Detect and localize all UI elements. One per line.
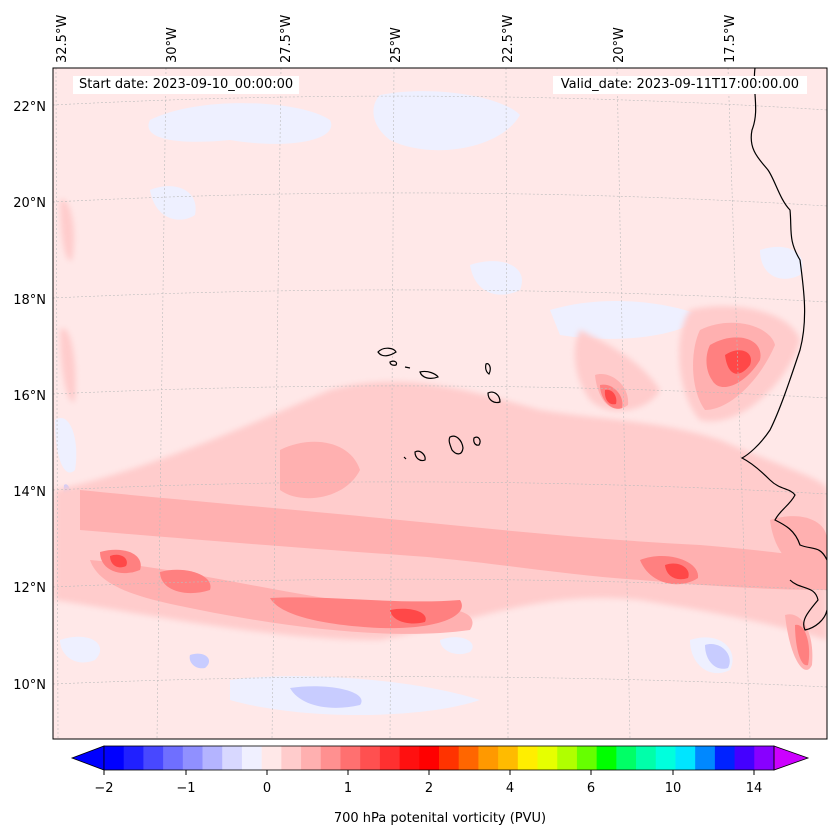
colorbar: −2 −1 0 1 2 4 6 10 14 700 hPa potenital … bbox=[70, 745, 810, 826]
colorbar-tick-label: 6 bbox=[587, 781, 595, 796]
colorbar-cell bbox=[675, 746, 696, 770]
colorbar-cell bbox=[439, 746, 460, 770]
colorbar-tick-label: 0 bbox=[263, 781, 271, 796]
valid-date-label: Valid_date: 2023-09-11T17:00:00.00 bbox=[552, 76, 807, 94]
colorbar-tick-label: 10 bbox=[665, 781, 682, 796]
colorbar-cell bbox=[281, 746, 302, 770]
pv-field bbox=[55, 91, 827, 715]
lat-label: 14°N bbox=[13, 485, 46, 500]
africa-coastline bbox=[740, 68, 827, 631]
latitude-labels: 22°N 20°N 18°N 16°N 14°N 12°N 10°N bbox=[13, 100, 46, 693]
colorbar-frame bbox=[103, 745, 775, 771]
lat-label: 10°N bbox=[13, 678, 46, 693]
colorbar-cell bbox=[123, 746, 144, 770]
lat-label: 16°N bbox=[13, 389, 46, 404]
colorbar-cell bbox=[182, 746, 203, 770]
colorbar-cell bbox=[695, 746, 716, 770]
colorbar-tick-label: 14 bbox=[746, 781, 763, 796]
colorbar-cell bbox=[616, 746, 637, 770]
colorbar-cell bbox=[714, 746, 735, 770]
lon-label: 30°W bbox=[165, 27, 180, 63]
colorbar-cell bbox=[754, 746, 775, 770]
map-frame bbox=[52, 67, 828, 740]
cape-verde-islands bbox=[377, 347, 501, 462]
negative-pv-patches bbox=[55, 91, 803, 715]
colorbar-cell bbox=[498, 746, 519, 770]
colorbar-cells bbox=[104, 746, 775, 770]
colorbar-over-arrow bbox=[773, 745, 810, 771]
colorbar-tick-label: 4 bbox=[506, 781, 514, 796]
colorbar-cell bbox=[419, 746, 440, 770]
colorbar-cell bbox=[399, 746, 420, 770]
colorbar-title: 700 hPa potenital vorticity (PVU) bbox=[334, 811, 546, 826]
colorbar-cell bbox=[163, 746, 184, 770]
colorbar-tick-label: 2 bbox=[425, 781, 433, 796]
lon-label: 32.5°W bbox=[55, 15, 70, 63]
lon-label: 20°W bbox=[612, 27, 627, 63]
lon-label: 25°W bbox=[389, 27, 404, 63]
colorbar-cell bbox=[202, 746, 223, 770]
coastlines bbox=[377, 68, 827, 631]
colorbar-cell bbox=[734, 746, 755, 770]
colorbar-cell bbox=[143, 746, 164, 770]
colorbar-cell bbox=[537, 746, 558, 770]
colorbar-tick-label: −2 bbox=[94, 781, 113, 796]
colorbar-tick-label: 1 bbox=[344, 781, 352, 796]
lat-label: 12°N bbox=[13, 581, 46, 596]
colorbar-cell bbox=[576, 746, 598, 770]
colorbar-cell bbox=[517, 746, 538, 770]
colorbar-cell bbox=[655, 746, 676, 770]
lon-label: 17.5°W bbox=[723, 15, 738, 63]
colorbar-cell bbox=[557, 746, 578, 770]
start-date-label: Start date: 2023-09-10_00:00:00 bbox=[73, 76, 300, 94]
colorbar-cell bbox=[478, 746, 499, 770]
lon-label: 27.5°W bbox=[279, 15, 294, 63]
colorbar-cell bbox=[104, 746, 125, 770]
colorbar-tick-labels: −2 −1 0 1 2 4 6 10 14 bbox=[94, 781, 762, 796]
colorbar-cell bbox=[241, 746, 263, 770]
lat-label: 22°N bbox=[13, 100, 46, 115]
colorbar-cell bbox=[360, 746, 381, 770]
colorbar-cell bbox=[261, 746, 282, 770]
colorbar-cell bbox=[301, 746, 322, 770]
colorbar-cell bbox=[379, 746, 400, 770]
colorbar-under-arrow bbox=[70, 745, 105, 771]
lat-label: 20°N bbox=[13, 196, 46, 211]
lon-label: 22.5°W bbox=[501, 15, 516, 63]
colorbar-ticks bbox=[103, 770, 755, 775]
positive-pv-max bbox=[110, 350, 751, 624]
colorbar-tick-label: −1 bbox=[176, 781, 195, 796]
colorbar-cell bbox=[596, 746, 617, 770]
longitude-labels: 32.5°W 30°W 27.5°W 25°W 22.5°W 20°W 17.5… bbox=[55, 15, 738, 63]
colorbar-cell bbox=[320, 746, 341, 770]
lat-label: 18°N bbox=[13, 293, 46, 308]
colorbar-cell bbox=[636, 746, 657, 770]
colorbar-cell bbox=[340, 746, 361, 770]
colorbar-cell bbox=[458, 746, 479, 770]
colorbar-cell bbox=[222, 746, 243, 770]
